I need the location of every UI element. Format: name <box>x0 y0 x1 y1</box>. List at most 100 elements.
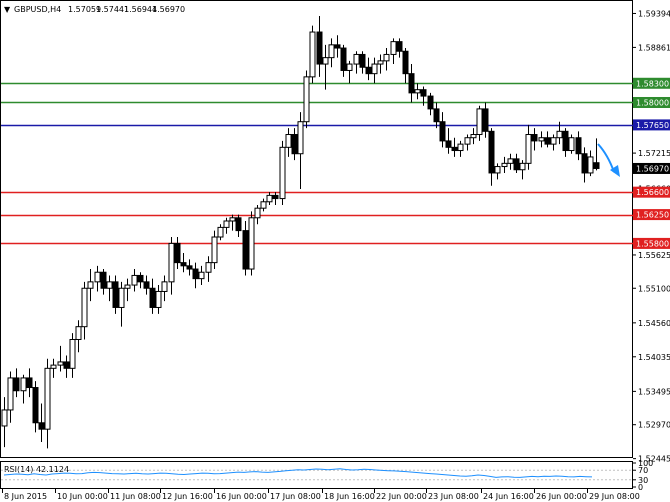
candle <box>279 140 286 205</box>
candle-body-bull <box>118 287 125 308</box>
candle-body-bear <box>149 287 156 308</box>
candle-body-bull <box>550 137 557 145</box>
candle <box>309 25 316 84</box>
level-tag <box>633 77 670 89</box>
level-tag-label: 1.55800 <box>636 239 669 248</box>
candle <box>328 38 335 68</box>
candle <box>420 86 427 106</box>
candle-body-bull <box>322 57 329 65</box>
candle-body-bull <box>519 162 526 171</box>
candle <box>235 214 242 238</box>
price-tick-label: 1.55625 <box>638 251 670 260</box>
candle <box>562 128 569 157</box>
rsi-frame <box>0 461 633 489</box>
candle-body-bear <box>427 95 434 110</box>
candle <box>285 128 292 157</box>
candle-body-bull <box>303 76 310 123</box>
time-tick-label: 11 Jun 08:00 <box>110 492 161 501</box>
candle <box>106 275 113 302</box>
candle-body-bull <box>501 162 508 168</box>
candle <box>531 128 538 151</box>
candle-body-bull <box>525 134 532 164</box>
time-tick-label: 12 Jun 16:00 <box>162 492 213 501</box>
ohlc-low: 1.56944 <box>124 5 157 14</box>
candle <box>87 269 94 302</box>
candle-body-bear <box>408 73 415 94</box>
candle <box>501 156 508 173</box>
candle-body-bull <box>328 44 335 59</box>
candle <box>291 128 298 161</box>
candle <box>581 147 588 183</box>
time-tick-label: 29 Jun 08:00 <box>589 492 640 501</box>
time-tick-label: 22 Jun 00:00 <box>376 492 427 501</box>
candle <box>81 281 88 340</box>
candle-body-bull <box>229 217 236 222</box>
candle <box>1 397 8 448</box>
candle <box>494 163 501 180</box>
ohlc-high: 1.57441 <box>96 5 129 14</box>
candle-body-bull <box>50 364 57 369</box>
candle <box>544 131 551 148</box>
collapse-arrow-icon[interactable]: ▼ <box>4 5 11 14</box>
candle-body-bull <box>297 121 304 155</box>
candle <box>50 358 57 378</box>
candle-body-bull <box>383 53 390 62</box>
candle-body-bear <box>272 194 279 200</box>
candle-body-bull <box>260 201 267 209</box>
time-tick-label: 23 Jun 08:00 <box>428 492 479 501</box>
level-tag <box>633 119 670 131</box>
ohlc-close: 1.56970 <box>152 5 185 14</box>
candle-body-bear <box>291 134 298 155</box>
candle-body-bull <box>87 281 94 289</box>
candle <box>266 192 273 205</box>
price-tick-label: 1.52970 <box>638 421 670 430</box>
candle-body-bull <box>81 287 88 328</box>
candle <box>168 237 175 295</box>
candle-body-bear <box>192 268 199 280</box>
candle <box>44 358 51 449</box>
candle-body-bull <box>248 217 255 270</box>
candle <box>57 345 64 372</box>
candle-body-bull <box>69 338 76 369</box>
candle-body-bull <box>44 367 51 430</box>
candle-body-bull <box>223 220 230 228</box>
candle-body-bear <box>544 137 551 145</box>
candle-body-bear <box>174 242 181 264</box>
candle <box>457 140 464 157</box>
candle <box>161 275 168 302</box>
candle <box>100 269 107 295</box>
candle <box>427 92 434 116</box>
candle <box>451 137 458 157</box>
price-tick-label: 1.54035 <box>638 353 670 362</box>
candle <box>464 134 471 151</box>
candle-body-bull <box>556 130 563 139</box>
time-tick-label: 18 Jun 16:00 <box>324 492 375 501</box>
candle <box>482 102 489 138</box>
candle <box>513 153 520 173</box>
candle-body-bull <box>414 89 421 94</box>
candle-body-bear <box>26 377 33 389</box>
candle-body-bear <box>334 44 341 49</box>
rsi-tick-label: 100 <box>638 459 653 468</box>
current-price-tag <box>633 162 670 174</box>
candle <box>439 112 446 148</box>
price-tick-label: 1.55100 <box>638 284 670 293</box>
candle <box>445 128 452 154</box>
candle-body-bear <box>38 422 45 430</box>
candle <box>149 278 156 314</box>
candle <box>155 285 162 314</box>
candle-body-bear <box>575 137 582 155</box>
candle-body-bull <box>198 271 205 280</box>
time-axis: 8 Jun 2015 10 Jun 00:00 11 Jun 08:00 12 Jun… <box>2 489 640 501</box>
candle-body-bull <box>155 290 162 308</box>
candle <box>248 211 255 276</box>
candle <box>223 217 230 234</box>
price-tick-label: 1.52445 <box>638 455 670 464</box>
candle <box>568 134 575 154</box>
candle <box>186 259 193 276</box>
candle-body-bull <box>94 271 101 283</box>
candle-body-bear <box>402 50 409 75</box>
candle-body-bull <box>254 207 261 219</box>
time-tick-label: 24 Jun 16:00 <box>483 492 534 501</box>
